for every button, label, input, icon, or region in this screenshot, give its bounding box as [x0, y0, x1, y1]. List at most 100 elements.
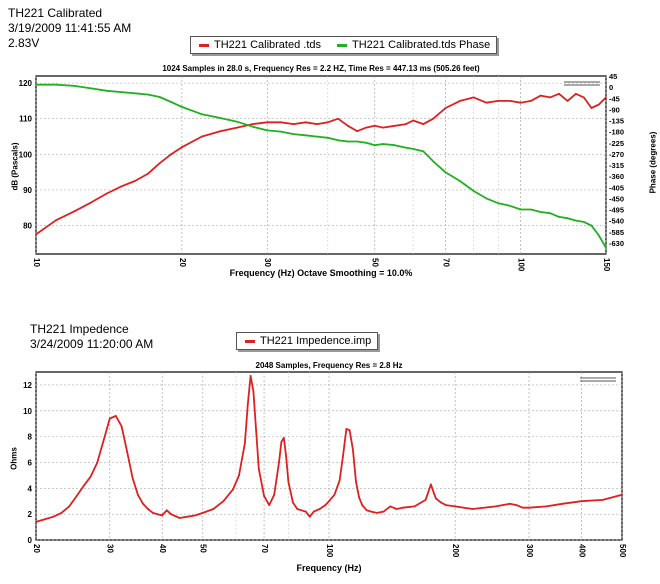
top-chart-series-1-point [422, 150, 425, 153]
bottom-chart-series-0-point [43, 518, 46, 521]
top-chart-series-1-point [405, 146, 407, 149]
top-chart-y2-tick-label: -450 [609, 194, 624, 203]
top-chart-series-1-point [432, 160, 435, 163]
top-chart-series-0-point [539, 94, 542, 97]
top-chart-series-1-point [590, 224, 593, 227]
top-chart-series-1-point [382, 143, 384, 145]
top-chart-y-tick-label: 100 [19, 150, 33, 159]
top-chart-y2-tick-label: -540 [609, 217, 624, 226]
top-chart-header: TH221 Calibrated 3/19/2009 11:41:55 AM 2… [8, 6, 131, 51]
bottom-chart-y-axis-label: Ohms [9, 447, 19, 470]
top-chart-series-0-point [549, 96, 551, 99]
top-chart-series-0-point [146, 173, 149, 175]
top-chart-series-1-point [337, 139, 339, 142]
bottom-chart-series-0-point [170, 513, 172, 516]
top-chart-x-tick-label: 150 [602, 258, 611, 272]
bottom-chart-y-tick-label: 12 [23, 381, 32, 390]
top-chart-series-0-point [55, 219, 57, 222]
bottom-chart-x-tick-label: 500 [618, 544, 627, 558]
bottom-chart-series-0-point [257, 468, 260, 470]
bottom-chart-series-0-point [370, 510, 372, 513]
top-chart-x-tick-label: 10 [32, 258, 41, 267]
bottom-chart-series-0-point [382, 510, 385, 513]
top-chart-series-0-point [90, 201, 93, 204]
bottom-chart-series-0-point [515, 504, 518, 507]
bottom-chart-series-0-point [287, 480, 290, 483]
bottom-chart-series-0-point [114, 415, 117, 417]
bottom-chart-series-0-point [429, 483, 432, 486]
top-chart-series-1-point [316, 135, 318, 138]
bottom-chart-series-0-point [186, 515, 189, 518]
bottom-chart-series-0-point [102, 439, 105, 442]
bottom-chart-x-tick-label: 40 [158, 544, 167, 553]
top-chart-series-0-point [337, 117, 339, 120]
top-chart-y2-axis-label: Phase (degrees) [648, 131, 658, 194]
top-chart-y2-tick-label: -360 [609, 172, 624, 181]
bottom-chart-y-tick-label: 6 [28, 458, 33, 467]
top-chart-series-0-point [590, 107, 593, 109]
top-chart-series-1-point [266, 129, 269, 132]
bottom-chart-series-0-point [308, 515, 311, 518]
top-chart-x-tick-label: 100 [517, 258, 526, 272]
top-chart-series-0-point [170, 153, 172, 156]
bottom-chart-series-0-point [165, 509, 168, 512]
top-chart-series-0-point [393, 124, 396, 127]
top-chart-series-1-point [105, 89, 108, 92]
top-chart-series-1-point [201, 113, 203, 116]
top-chart-series-1-point [292, 133, 295, 135]
top-chart-logo-mark [564, 81, 600, 86]
top-chart-series-1-point [508, 204, 511, 207]
bottom-chart-series-0-point [300, 509, 303, 512]
bottom-chart-y-tick-label: 8 [28, 433, 33, 442]
top-chart-series-1-point [459, 180, 462, 182]
top-chart-series-0-point [382, 126, 384, 129]
top-chart-series-0-point [558, 92, 560, 95]
bottom-chart-series-0-point [454, 505, 457, 508]
top-chart-series-1-point [566, 217, 569, 220]
top-chart-series-1-point [605, 246, 607, 249]
bottom-chart-header: TH221 Impedence 3/24/2009 11:20:00 AM [30, 322, 153, 352]
legend-entry-spl: TH221 Calibrated .tds [214, 39, 321, 51]
bottom-chart-series-0-point [494, 505, 497, 508]
top-chart-y-tick-label: 110 [19, 115, 32, 124]
bottom-chart-series-0-point [440, 501, 442, 504]
top-chart-series-1-point [326, 136, 329, 139]
bottom-chart-plot: 20 30 40 50 70 100 200 300 400 500 0 2 4 6 8 10 12 [23, 371, 627, 558]
bottom-chart-series-0-point [161, 514, 164, 517]
bottom-chart-series-0-point [252, 390, 255, 393]
top-chart-series-0-point [292, 123, 295, 125]
bottom-chart-series-0-point [395, 508, 398, 510]
top-chart-series-1-point [219, 117, 222, 119]
top-chart-series-1-point [519, 208, 522, 211]
top-chart-series-0-point [266, 121, 269, 124]
bottom-chart-logo-mark [580, 377, 616, 382]
top-chart-series-0-point [180, 146, 183, 149]
bottom-chart-series-0-point [471, 508, 474, 510]
bottom-chart-series-0-point [296, 508, 299, 510]
legend-swatch-spl [199, 43, 209, 47]
bottom-chart-series-0-point [361, 504, 364, 507]
top-chart-series-0-point [574, 92, 577, 95]
top-chart-legend: TH221 Calibrated .tds TH221 Calibrated.t… [190, 36, 498, 54]
top-chart-y-axis-label: dB (Pascals) [10, 142, 20, 191]
bottom-chart-y-tick-label: 0 [28, 536, 33, 545]
bottom-chart-series-0-point [238, 474, 240, 477]
top-chart-series-0-point [35, 233, 37, 236]
bottom-chart-series-0-point [142, 502, 144, 505]
top-chart-series-1-point [597, 234, 600, 237]
bottom-chart-series-0-point [60, 511, 63, 514]
bottom-chart-series-0-point [580, 500, 583, 503]
bottom-chart-series-0-point [108, 417, 111, 420]
bottom-chart-series-0-point [268, 504, 271, 507]
bottom-chart-series-0-point [280, 440, 283, 443]
bottom-chart-series-0-point [401, 506, 404, 509]
bottom-chart-series-0-point [285, 455, 287, 457]
top-chart-series-1-point [444, 171, 447, 174]
top-chart-y2-tick-label: -90 [609, 105, 620, 114]
bottom-chart-series-0-point [601, 499, 604, 501]
top-chart-series-1-point [35, 83, 37, 86]
bottom-chart-series-0-point [89, 475, 92, 478]
top-chart-y2-tick-label: -270 [609, 150, 624, 159]
top-chart-series-0-point [316, 123, 318, 125]
top-chart-series-0-point [251, 123, 254, 125]
